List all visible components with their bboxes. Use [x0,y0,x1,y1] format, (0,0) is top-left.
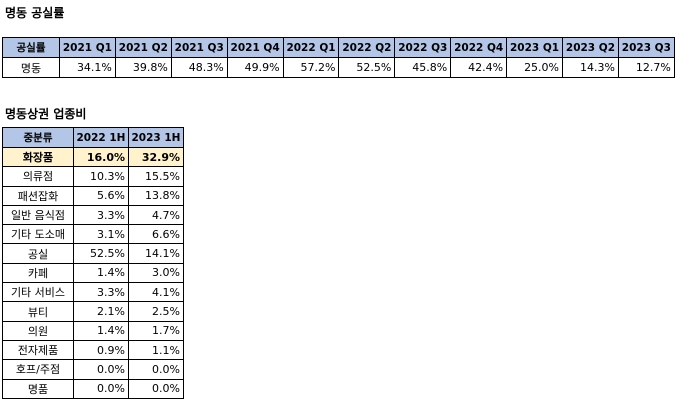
industry-row-cosmetics: 화장품 16.0% 32.9% [2,146,184,168]
vacancy-column-header: 2023 Q2 [562,37,619,58]
industry-row-label: 기타 도소매 [2,224,74,245]
vacancy-row-label: 명동 [2,57,60,78]
industry-row: 기타 도소매 3.1% 6.6% [2,224,184,245]
industry-column-header: 2023 1H [128,127,184,148]
industry-cell: 0.0% [73,378,129,399]
industry-row: 호프/주점 0.0% 0.0% [2,359,184,380]
industry-cell: 10.3% [73,166,129,187]
vacancy-cell: 12.7% [617,57,675,78]
industry-cell: 3.0% [128,262,184,284]
industry-cell: 6.6% [128,224,184,245]
vacancy-column-header: 2022 Q2 [338,37,396,58]
industry-row-label: 카페 [2,262,74,284]
industry-row: 패션잡화 5.6% 13.8% [2,185,184,206]
industry-row-label: 화장품 [2,146,74,168]
industry-row: 공실 52.5% 14.1% [2,243,184,264]
vacancy-column-header: 2021 Q3 [170,37,228,58]
industry-cell: 0.0% [128,378,184,399]
industry-cell: 1.1% [128,339,184,361]
industry-cell: 2.1% [73,301,129,322]
vacancy-column-header: 2022 Q4 [450,37,508,58]
vacancy-cell: 49.9% [226,57,284,78]
industry-cell: 0.9% [73,339,129,361]
vacancy-cell: 45.8% [394,57,452,78]
vacancy-cell: 52.5% [338,57,396,78]
industry-cell: 13.8% [128,185,184,206]
industry-row-label: 호프/주점 [2,359,74,380]
industry-row: 뷰티 2.1% 2.5% [2,301,184,322]
industry-cell: 0.0% [73,359,129,380]
industry-cell: 3.1% [73,224,129,245]
industry-cell: 2.5% [128,301,184,322]
vacancy-column-header: 2023 Q1 [506,37,564,58]
industry-cell: 0.0% [128,359,184,380]
industry-row-label: 의원 [2,320,74,341]
industry-cell: 52.5% [73,243,129,264]
vacancy-column-header: 2021 Q1 [59,37,116,58]
industry-row-label: 일반 음식점 [2,204,74,226]
industry-cell: 1.7% [128,320,184,341]
vacancy-rate-table: 공실률 2021 Q1 2021 Q2 2021 Q3 2021 Q4 2022… [2,37,675,78]
industry-row-label: 기타 서비스 [2,282,74,303]
vacancy-cell: 57.2% [282,57,340,78]
vacancy-cell: 34.1% [59,57,116,78]
industry-mix-table: 중분류 2022 1H 2023 1H 화장품 16.0% 32.9% 의류점 … [2,127,184,399]
industry-row-label: 뷰티 [2,301,74,322]
industry-row: 카페 1.4% 3.0% [2,262,184,284]
industry-cell: 15.5% [128,166,184,187]
industry-cell: 1.4% [73,320,129,341]
industry-row-label: 전자제품 [2,339,74,361]
industry-row-label: 의류점 [2,166,74,187]
vacancy-column-header: 2021 Q2 [114,37,172,58]
vacancy-column-header: 2022 Q1 [282,37,340,58]
vacancy-cell: 25.0% [506,57,564,78]
vacancy-cell: 14.3% [562,57,619,78]
industry-row-label: 명품 [2,378,74,399]
vacancy-header-label: 공실률 [2,37,60,58]
industry-cell: 4.1% [128,282,184,303]
vacancy-column-header: 2021 Q4 [226,37,284,58]
vacancy-header-row: 공실률 2021 Q1 2021 Q2 2021 Q3 2021 Q4 2022… [2,37,675,58]
industry-row: 의원 1.4% 1.7% [2,320,184,341]
vacancy-cell: 48.3% [170,57,228,78]
industry-header-label: 중분류 [2,127,74,148]
industry-cell: 3.3% [73,204,129,226]
industry-cell: 14.1% [128,243,184,264]
industry-cell: 3.3% [73,282,129,303]
industry-cell: 4.7% [128,204,184,226]
vacancy-rate-title: 명동 공실률 [5,6,65,20]
industry-column-header: 2022 1H [73,127,129,148]
industry-row: 의류점 10.3% 15.5% [2,166,184,187]
industry-cell: 16.0% [73,146,129,168]
industry-row: 일반 음식점 3.3% 4.7% [2,204,184,226]
vacancy-cell: 42.4% [450,57,508,78]
industry-row: 기타 서비스 3.3% 4.1% [2,282,184,303]
industry-row-label: 공실 [2,243,74,264]
industry-row-label: 패션잡화 [2,185,74,206]
industry-cell: 5.6% [73,185,129,206]
vacancy-cell: 39.8% [114,57,172,78]
industry-cell: 1.4% [73,262,129,284]
vacancy-data-row: 명동 34.1% 39.8% 48.3% 49.9% 57.2% 52.5% 4… [2,57,675,78]
industry-row: 명품 0.0% 0.0% [2,378,184,399]
industry-row: 전자제품 0.9% 1.1% [2,339,184,361]
industry-header-row: 중분류 2022 1H 2023 1H [2,127,184,148]
industry-cell: 32.9% [128,146,184,168]
industry-mix-title: 명동상권 업종비 [5,107,87,121]
vacancy-column-header: 2023 Q3 [617,37,675,58]
vacancy-column-header: 2022 Q3 [394,37,452,58]
